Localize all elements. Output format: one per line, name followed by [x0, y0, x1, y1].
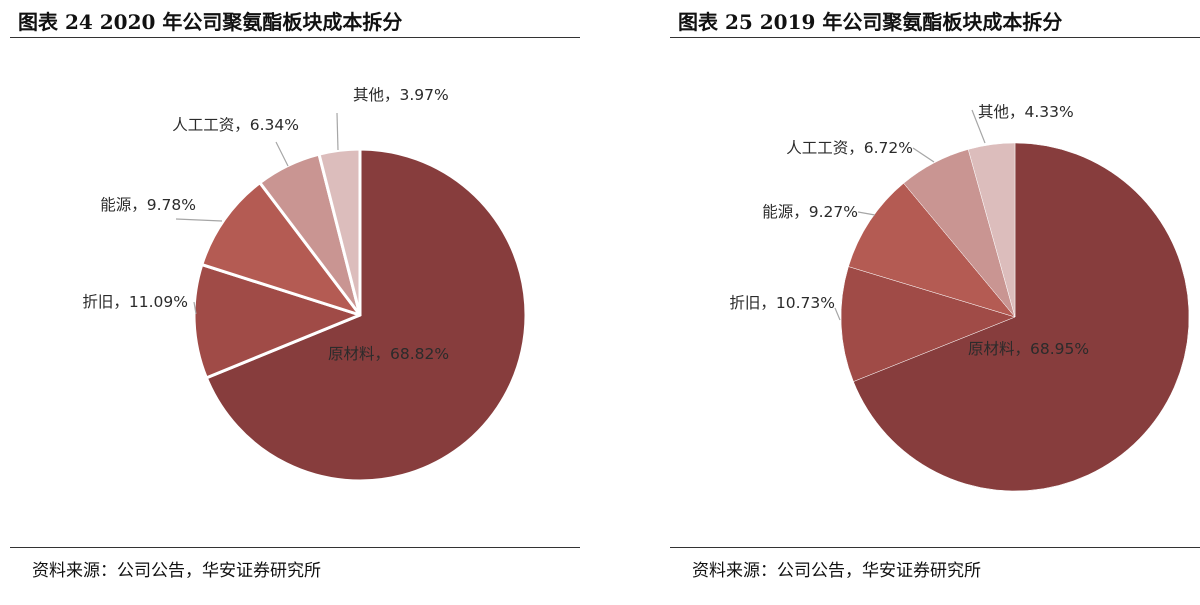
leader-line — [912, 147, 935, 163]
leader-line — [175, 218, 223, 222]
leader-line — [193, 301, 197, 315]
slice-raw-materials — [204, 147, 528, 483]
leader-line — [857, 211, 876, 216]
source-note: 资料来源：公司公告，华安证券研究所 — [692, 561, 981, 581]
chart-title: 图表 24 2020 年公司聚氨酯板块成本拆分 — [18, 10, 403, 34]
leader-line — [275, 141, 289, 167]
slice-raw-materials — [853, 142, 1190, 492]
slice-depreciation — [840, 266, 1016, 382]
leader-line — [834, 307, 841, 321]
chart-title: 图表 25 2019 年公司聚氨酯板块成本拆分 — [678, 10, 1063, 34]
slice-energy — [200, 181, 362, 317]
title-divider — [10, 37, 580, 38]
data-label: 人工工资，6.34% — [172, 116, 299, 134]
title-divider — [670, 37, 1200, 38]
chart-panel-2020: 图表 24 2020 年公司聚氨酯板块成本拆分 原材料，68.82% 折旧，11.… — [10, 0, 580, 605]
source-note: 资料来源：公司公告，华安证券研究所 — [32, 561, 321, 581]
slice-other — [317, 147, 362, 317]
slice-other — [967, 142, 1016, 318]
leader-line — [336, 112, 339, 151]
data-label: 原材料，68.82% — [328, 345, 449, 363]
slice-depreciation — [192, 263, 362, 380]
data-label: 折旧，11.09% — [82, 293, 188, 311]
data-label: 能源，9.78% — [100, 196, 196, 214]
leader-line — [971, 109, 986, 144]
data-label: 人工工资，6.72% — [786, 139, 913, 157]
chart-panel-2019: 图表 25 2019 年公司聚氨酯板块成本拆分 原材料，68.95% 折旧，10.… — [670, 0, 1200, 605]
source-divider — [670, 547, 1200, 548]
data-label: 其他，3.97% — [353, 86, 449, 104]
data-label: 能源，9.27% — [762, 203, 858, 221]
data-label: 折旧，10.73% — [729, 294, 835, 312]
pie-chart-2020: 原材料，68.82% 折旧，11.09% 能源，9.78% 人工工资，6.34% 其他，… — [82, 86, 528, 483]
data-label: 原材料，68.95% — [968, 340, 1089, 358]
pie-chart-2019: 原材料，68.95% 折旧，10.73% 能源，9.27% 人工工资，6.72% 其他，… — [729, 103, 1190, 492]
slice-energy — [848, 183, 1016, 318]
source-divider — [10, 547, 580, 548]
data-label: 其他，4.33% — [978, 103, 1074, 121]
